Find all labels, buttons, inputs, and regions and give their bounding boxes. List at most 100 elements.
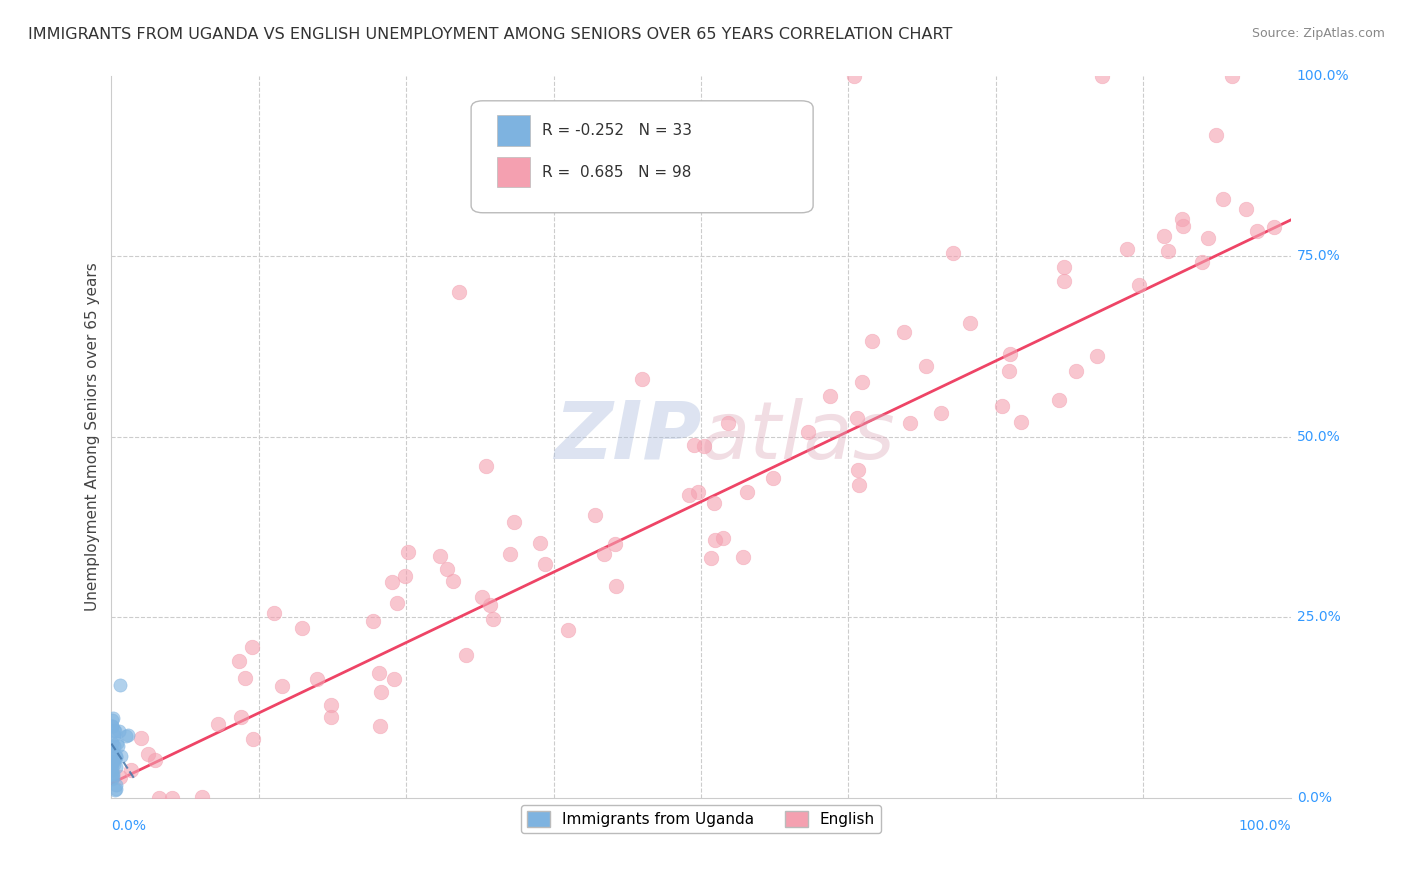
Point (385, 596, 408, 610)
Point (131, 731, 153, 745)
Point (851, 375, 873, 389)
Point (498, 547, 520, 561)
Point (1115, 242, 1137, 256)
Point (1220, 69, 1243, 83)
Point (848, 477, 870, 491)
Point (1236, 202, 1258, 217)
Point (929, 406, 952, 420)
Point (321, 710, 343, 724)
Point (478, 598, 501, 612)
Point (557, 623, 579, 637)
Point (686, 484, 709, 499)
Point (592, 548, 614, 562)
Point (534, 558, 557, 572)
Point (120, 763, 142, 777)
Point (100, 745, 122, 759)
Point (101, 713, 124, 727)
Point (381, 575, 404, 590)
Point (104, 750, 127, 764)
Point (100, 754, 122, 768)
Point (148, 790, 170, 805)
Point (1010, 415, 1032, 429)
Point (1171, 219, 1194, 233)
Point (263, 606, 285, 620)
Point (844, 69, 866, 83)
Point (117, 728, 139, 742)
Point (605, 579, 627, 593)
Point (704, 533, 727, 547)
Point (997, 364, 1019, 378)
Text: R =  0.685   N = 98: R = 0.685 N = 98 (541, 165, 692, 180)
Point (436, 562, 458, 576)
Point (101, 766, 124, 780)
Text: IMMIGRANTS FROM UGANDA VS ENGLISH UNEMPLOYMENT AMONG SENIORS OVER 65 YEARS CORRE: IMMIGRANTS FROM UGANDA VS ENGLISH UNEMPL… (28, 27, 952, 42)
Point (104, 760, 127, 774)
Point (271, 679, 294, 693)
Point (1091, 69, 1114, 83)
Point (860, 334, 883, 348)
Point (631, 372, 654, 386)
Point (108, 678, 131, 692)
Point (101, 756, 124, 770)
Point (114, 729, 136, 743)
Point (104, 783, 127, 797)
Point (429, 549, 451, 564)
Point (242, 640, 264, 654)
Point (998, 347, 1021, 361)
Point (893, 325, 915, 339)
Text: R = -0.252   N = 33: R = -0.252 N = 33 (541, 123, 692, 138)
Point (108, 770, 131, 784)
Point (900, 416, 922, 430)
Point (915, 359, 938, 374)
Point (678, 487, 700, 501)
Bar (498, 115, 530, 145)
Point (363, 614, 385, 628)
Point (231, 709, 253, 723)
Point (103, 723, 125, 738)
Point (1157, 244, 1180, 259)
Point (101, 718, 124, 732)
Text: 100.0%: 100.0% (1296, 69, 1350, 83)
Point (100, 772, 122, 787)
Point (703, 495, 725, 509)
Point (1153, 229, 1175, 244)
Text: ZIP: ZIP (554, 398, 702, 475)
Point (762, 470, 785, 484)
Point (101, 767, 124, 781)
Point (367, 665, 389, 680)
Point (101, 719, 124, 733)
Point (848, 463, 870, 477)
Point (1246, 224, 1268, 238)
Point (242, 731, 264, 746)
Point (693, 439, 716, 453)
Point (143, 753, 166, 767)
Point (101, 745, 124, 759)
Point (228, 654, 250, 668)
Point (1205, 128, 1227, 142)
Point (502, 516, 524, 530)
Point (583, 508, 606, 522)
Point (107, 724, 129, 739)
Point (846, 411, 869, 425)
Point (1212, 192, 1234, 206)
Point (1128, 278, 1150, 293)
Point (991, 399, 1014, 413)
Point (1064, 364, 1087, 378)
Point (370, 685, 392, 699)
Point (1053, 273, 1076, 287)
Point (191, 790, 214, 805)
Point (104, 778, 127, 792)
Point (820, 389, 842, 403)
Point (160, 790, 183, 805)
Text: Source: ZipAtlas.com: Source: ZipAtlas.com (1251, 27, 1385, 40)
Point (104, 749, 127, 764)
Point (733, 550, 755, 565)
Point (100, 756, 122, 771)
Point (441, 574, 464, 589)
Point (101, 735, 124, 749)
Text: 25.0%: 25.0% (1296, 610, 1340, 624)
FancyBboxPatch shape (471, 101, 813, 213)
Point (717, 416, 740, 430)
Point (475, 458, 498, 473)
Text: 0.0%: 0.0% (1296, 791, 1331, 805)
